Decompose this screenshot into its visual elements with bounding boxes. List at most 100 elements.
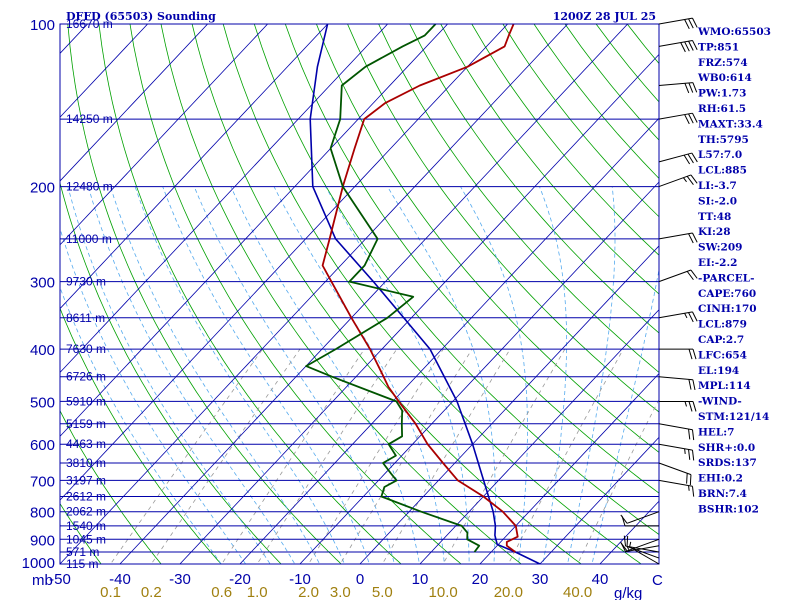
wind-barb xyxy=(658,376,696,391)
height-label: 1045 m xyxy=(66,532,106,546)
mixing-ratio-tick-label: 0.1 xyxy=(100,584,121,600)
dry-adiabat-line xyxy=(60,181,282,564)
height-label: 5910 m xyxy=(66,394,106,408)
mixing-ratio-tick-label: 5.0 xyxy=(372,584,393,600)
index-entry: WMO:65503 xyxy=(697,26,771,38)
index-entry: TH:5795 xyxy=(698,134,749,146)
index-entry: EHI:0.2 xyxy=(698,473,743,485)
temperature-tick-label: -20 xyxy=(229,571,251,588)
wind-barb-flag xyxy=(690,174,698,184)
parcel-line xyxy=(309,24,541,564)
dry-adiabat-line xyxy=(440,24,659,295)
isotherm-line xyxy=(60,24,329,310)
isotherm-line xyxy=(419,309,659,564)
height-label: 12480 m xyxy=(66,180,113,194)
height-label: 4463 m xyxy=(66,437,106,451)
stability-indices: WMO:65503 TP:851 FRZ:574 WB0:614 PW:1.73 RH:6… xyxy=(697,26,771,515)
mixing-ratio-tick-label: 3.0 xyxy=(330,584,351,600)
chart-title: DFFD (65503) Sounding xyxy=(66,10,216,23)
temperature-axis: -50 -40 -30 -20 -10 0 10 20 30 40 xyxy=(49,571,608,588)
isotherm-line xyxy=(539,436,659,564)
isotherm-line xyxy=(179,53,659,564)
index-entry: SRDS:137 xyxy=(698,457,757,469)
wind-barb-half-flag xyxy=(684,448,686,454)
height-label: 6726 m xyxy=(66,370,106,384)
index-entry: MAXT:33.4 xyxy=(698,118,763,130)
moist-adiabat-line xyxy=(87,186,296,564)
height-label: 3810 m xyxy=(66,456,106,470)
moist-adiabat-line xyxy=(325,186,470,564)
moist-adiabat-line xyxy=(193,186,395,564)
wind-barb-half-flag xyxy=(629,541,632,548)
moist-adiabat-line xyxy=(60,226,247,564)
height-label: 2062 m xyxy=(66,505,106,519)
wind-barb xyxy=(658,174,698,188)
wind-barb-flag xyxy=(692,40,698,50)
index-entry: SW:209 xyxy=(698,242,742,254)
height-label: 11000 m xyxy=(66,232,112,246)
height-label: 14250 m xyxy=(66,112,113,126)
wind-barb-staff xyxy=(658,152,692,163)
height-labels: 16670 m 14250 m 12480 m 11000 m 9730 m 8611 m… xyxy=(66,17,113,571)
dry-adiabat-line xyxy=(471,24,659,256)
wind-barb-flag xyxy=(692,401,697,412)
mixing-ratio-line xyxy=(256,348,398,564)
index-entry: MPL:114 xyxy=(698,380,751,392)
dry-adiabat-line xyxy=(60,409,162,564)
wind-barb-flag xyxy=(688,449,691,460)
wind-barb xyxy=(658,443,695,461)
wind-barb xyxy=(658,311,698,323)
wind-barb-flag xyxy=(686,175,694,185)
wind-barb xyxy=(658,423,695,441)
wind-barb-flag xyxy=(692,17,698,28)
isotherm-line xyxy=(299,181,659,564)
wind-barb-flag xyxy=(620,514,628,524)
mixing-ratio-tick-label: 10.0 xyxy=(429,584,458,600)
wind-barb-flag xyxy=(692,112,698,123)
wind-barb xyxy=(659,348,697,360)
wind-barb-staff xyxy=(658,174,692,188)
wind-barb-flag xyxy=(692,232,698,243)
wind-barb xyxy=(626,535,660,559)
moist-adiabat-line xyxy=(67,186,271,564)
wind-barb-flag xyxy=(691,429,695,441)
mixing-ratio-tick-label: 40.0 xyxy=(563,584,592,600)
wind-barb-flag xyxy=(689,474,692,486)
pressure-tick-label: 100 xyxy=(30,17,55,34)
moist-adiabat-line xyxy=(460,186,528,564)
index-entry: -PARCEL- xyxy=(698,272,754,284)
wind-barb-staff xyxy=(658,462,692,476)
moist-adiabat-line xyxy=(539,186,567,564)
wind-barb-staff xyxy=(658,269,692,283)
wind-barb xyxy=(658,112,698,125)
mixing-ratio-unit-label: g/kg xyxy=(614,585,642,600)
temperature-tick-label: -10 xyxy=(289,571,311,588)
index-entry: LI:-3.7 xyxy=(698,180,737,192)
height-label: 2612 m xyxy=(66,490,106,504)
wind-barb-flag xyxy=(691,152,698,163)
mixing-ratio-line xyxy=(507,348,624,564)
wind-barb xyxy=(658,479,695,497)
dry-adiabat-line xyxy=(378,24,659,373)
index-entry: PW:1.73 xyxy=(698,88,746,100)
wind-barb xyxy=(658,17,698,30)
wind-barb-staff xyxy=(658,82,693,87)
wind-barb-staff xyxy=(658,376,693,381)
wind-barb-half-flag xyxy=(684,313,688,319)
index-entry: STM:121/14 xyxy=(698,411,769,423)
pressure-tick-label: 800 xyxy=(30,505,55,522)
sounding-profiles xyxy=(305,24,541,564)
isotherm-line xyxy=(359,245,659,564)
mixing-ratio-line xyxy=(110,348,263,564)
wind-barb-flag xyxy=(684,19,690,30)
pressure-tick-label: 300 xyxy=(30,275,55,292)
index-entry: EL:194 xyxy=(698,365,739,377)
background-grid xyxy=(60,24,659,564)
isotherm-line xyxy=(60,24,449,437)
wind-barb-flag xyxy=(686,271,694,281)
wind-barb-staff xyxy=(658,112,693,120)
wind-barb-flag xyxy=(688,113,694,124)
wind-barb-flag xyxy=(680,42,686,53)
dry-adiabat-line xyxy=(409,24,659,334)
